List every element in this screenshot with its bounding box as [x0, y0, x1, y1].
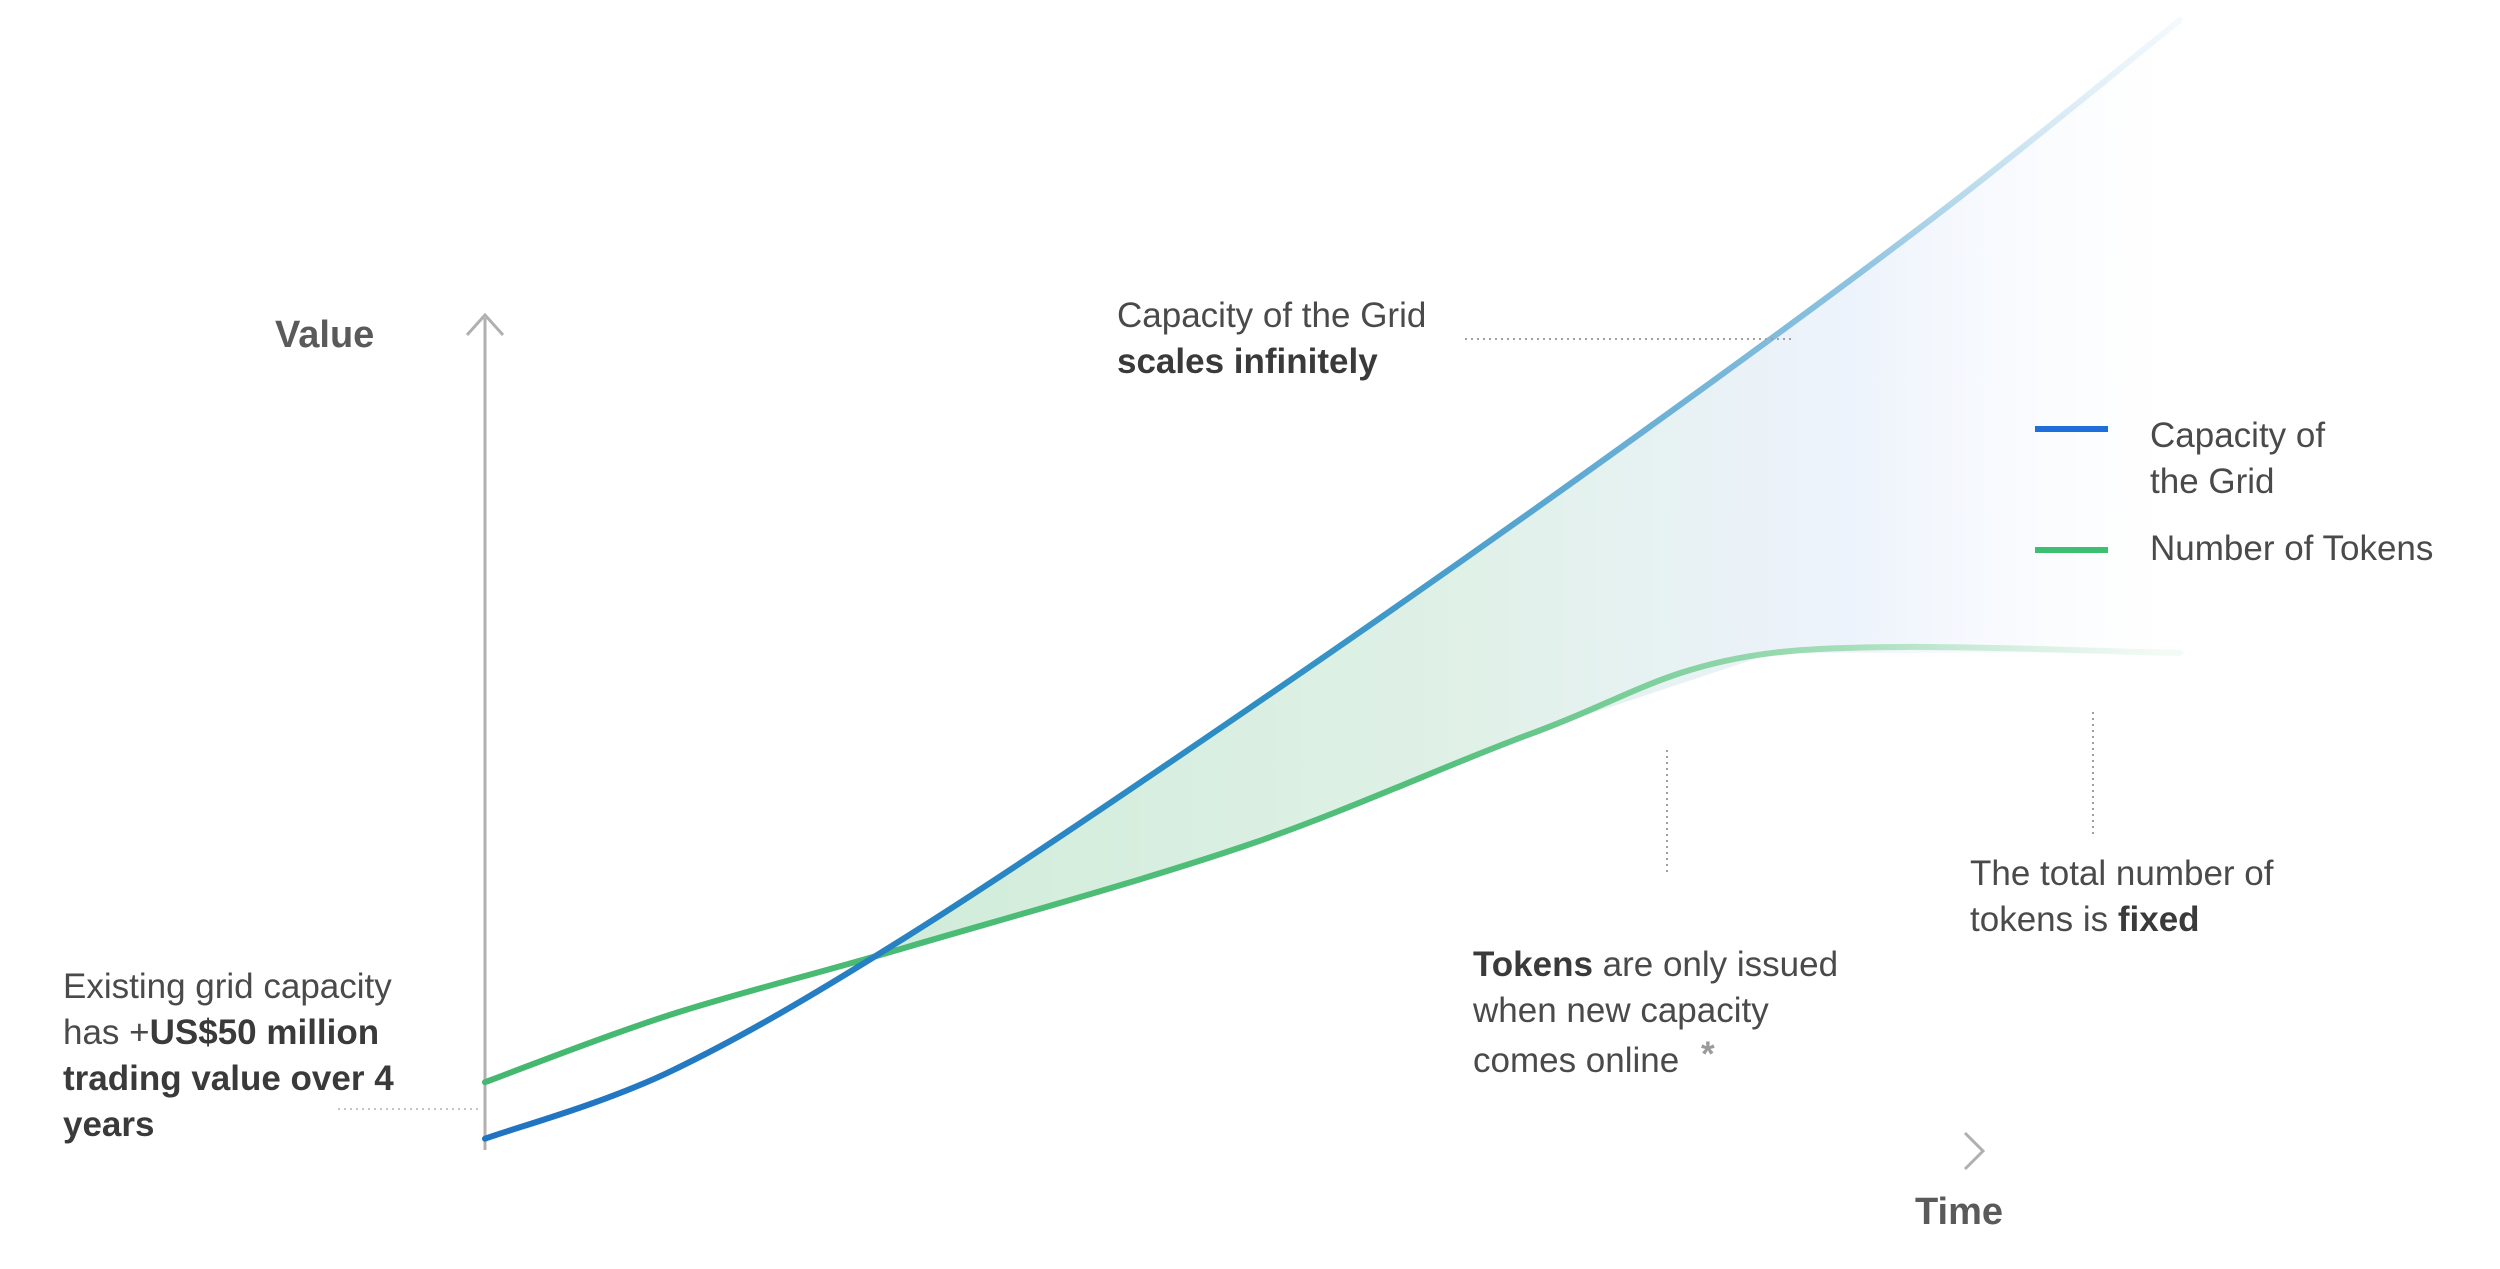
annotation-tokens-issued: Tokens are only issued when new capacity… — [1472, 945, 1848, 1080]
legend-label-capacity-line1: Capacity of — [2150, 416, 2325, 455]
annotation-grid-scales-line1: Capacity of the Grid — [1117, 296, 1426, 335]
annotation-existing-line2: has + — [63, 1013, 150, 1052]
annotation-tokens-fixed-line1: The total number of — [1970, 854, 2274, 893]
annotation-tokens-issued-bold: Tokens — [1473, 945, 1593, 984]
annotation-grid-scales: Capacity of the Grid scales infinitely — [1117, 296, 1436, 381]
legend-label-capacity: Capacity of the Grid — [2150, 416, 2335, 501]
series-line-number-of-tokens — [482, 643, 2183, 1086]
annotation-tokens-fixed: The total number of tokens is fixed — [1970, 854, 2283, 939]
annotation-tokens-fixed-line2: tokens is — [1970, 900, 2118, 939]
y-axis-label: Value — [275, 314, 374, 356]
annotation-existing-capacity: Existing grid capacity has +US$50 millio… — [63, 967, 403, 1144]
legend: Capacity of the Grid Number of Tokens — [2035, 416, 2433, 568]
annotation-existing-line4: years — [63, 1105, 154, 1144]
annotation-existing-bold: US$50 million — [150, 1013, 380, 1052]
capacity-token-gap-area — [871, 22, 2177, 958]
annotation-tokens-issued-line3: comes online — [1473, 1041, 1679, 1080]
annotation-footnote-star: * — [1701, 1035, 1715, 1074]
legend-label-tokens: Number of Tokens — [2150, 529, 2433, 568]
y-axis-arrow-icon — [465, 312, 505, 337]
x-axis-label: Time — [1915, 1191, 2003, 1233]
annotation-existing-line1: Existing grid capacity — [63, 967, 392, 1006]
legend-label-capacity-line2: the Grid — [2150, 462, 2275, 501]
annotation-tokens-fixed-bold: fixed — [2118, 900, 2200, 939]
x-axis-arrow-icon — [1963, 1131, 1986, 1171]
annotation-tokens-issued-rest: are only issued — [1593, 945, 1838, 984]
series-line-capacity-of-the-grid — [482, 17, 2183, 1142]
annotation-existing-line3: trading value over 4 — [63, 1059, 394, 1098]
annotation-tokens-issued-line2: when new capacity — [1472, 991, 1769, 1030]
annotation-grid-scales-bold: scales infinitely — [1117, 342, 1378, 381]
